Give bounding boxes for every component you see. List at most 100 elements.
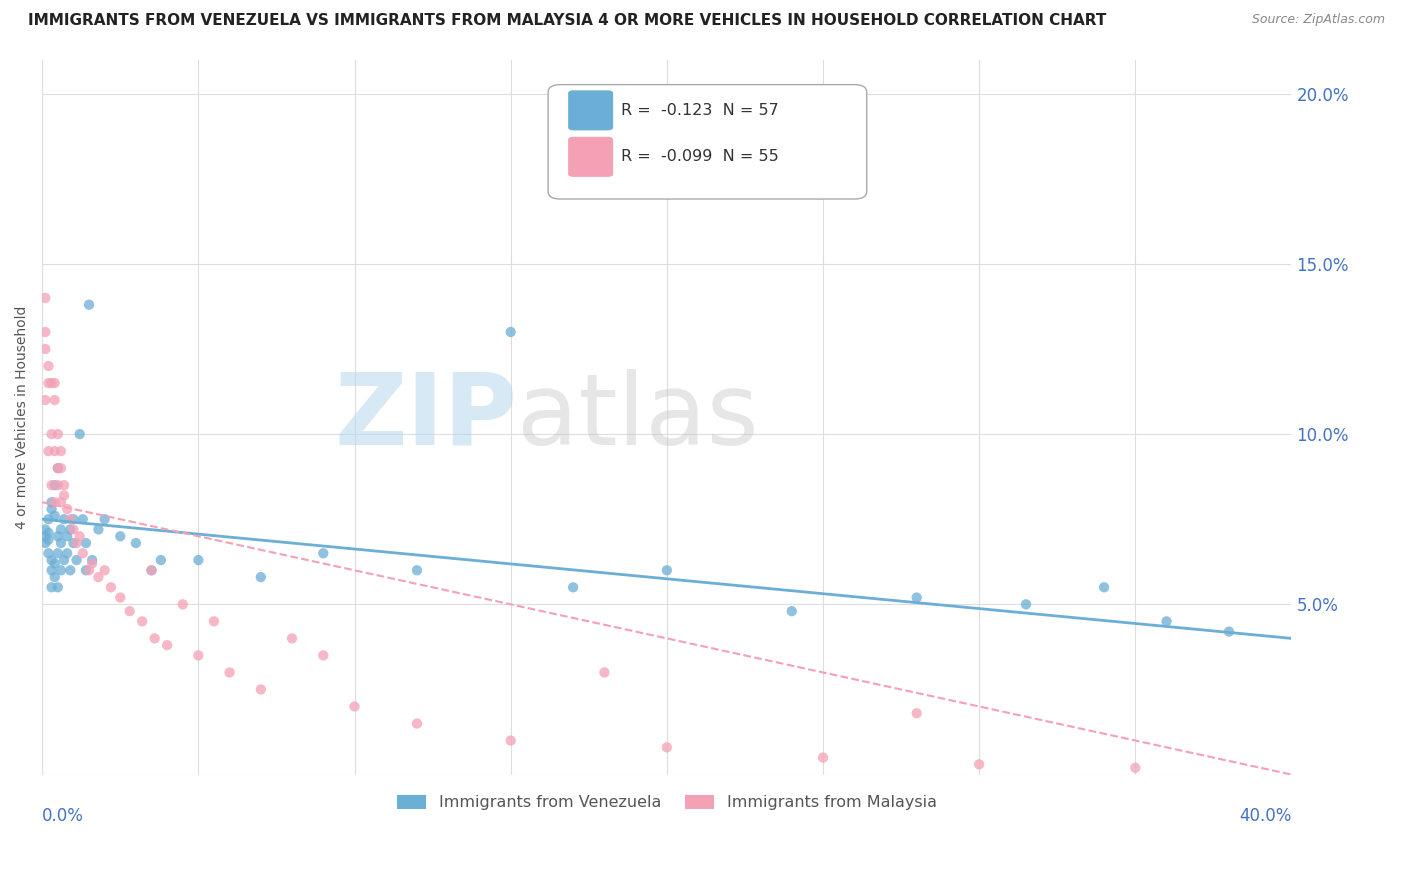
Point bbox=[37, 376, 59, 390]
Point bbox=[49, 523, 72, 537]
Text: R =  -0.099  N = 55: R = -0.099 N = 55 bbox=[620, 149, 779, 164]
Point bbox=[77, 563, 100, 577]
Point bbox=[37, 525, 59, 540]
Text: R =  -0.123  N = 57: R = -0.123 N = 57 bbox=[620, 103, 779, 118]
Point bbox=[655, 740, 678, 755]
Point bbox=[49, 536, 72, 550]
Point bbox=[281, 632, 304, 646]
Point bbox=[77, 298, 100, 312]
Point bbox=[34, 536, 56, 550]
FancyBboxPatch shape bbox=[568, 136, 613, 177]
Text: ZIP: ZIP bbox=[335, 368, 517, 466]
Point bbox=[125, 536, 148, 550]
Point bbox=[780, 604, 803, 618]
Point bbox=[156, 638, 179, 652]
Point bbox=[53, 488, 76, 502]
Point bbox=[49, 495, 72, 509]
Point bbox=[59, 523, 82, 537]
Point bbox=[46, 461, 69, 475]
Point bbox=[141, 563, 163, 577]
Point bbox=[44, 508, 66, 523]
Point bbox=[56, 546, 79, 560]
Text: IMMIGRANTS FROM VENEZUELA VS IMMIGRANTS FROM MALAYSIA 4 OR MORE VEHICLES IN HOUS: IMMIGRANTS FROM VENEZUELA VS IMMIGRANTS … bbox=[28, 13, 1107, 29]
Point bbox=[562, 580, 585, 594]
Point bbox=[34, 342, 56, 356]
Point bbox=[41, 502, 63, 516]
Point bbox=[46, 478, 69, 492]
Point bbox=[37, 444, 59, 458]
Point bbox=[406, 716, 429, 731]
Point bbox=[143, 632, 166, 646]
Point bbox=[149, 553, 172, 567]
Point bbox=[172, 598, 194, 612]
Point bbox=[41, 427, 63, 442]
Point bbox=[62, 536, 84, 550]
Point bbox=[65, 536, 87, 550]
Point bbox=[53, 512, 76, 526]
Point bbox=[905, 706, 928, 721]
Point bbox=[65, 553, 87, 567]
Point bbox=[46, 580, 69, 594]
Text: Source: ZipAtlas.com: Source: ZipAtlas.com bbox=[1251, 13, 1385, 27]
Point bbox=[56, 502, 79, 516]
Point bbox=[250, 682, 273, 697]
Point bbox=[53, 553, 76, 567]
Point bbox=[82, 553, 104, 567]
Point bbox=[593, 665, 616, 680]
Point bbox=[655, 563, 678, 577]
Point bbox=[41, 563, 63, 577]
Point bbox=[312, 546, 335, 560]
Point bbox=[69, 427, 91, 442]
Point bbox=[44, 557, 66, 571]
Point bbox=[141, 563, 163, 577]
Point bbox=[34, 523, 56, 537]
Point bbox=[82, 557, 104, 571]
Point bbox=[44, 478, 66, 492]
Point bbox=[1123, 761, 1146, 775]
Point bbox=[44, 376, 66, 390]
Point bbox=[343, 699, 366, 714]
Point bbox=[1156, 615, 1178, 629]
Point bbox=[44, 393, 66, 408]
Point bbox=[46, 461, 69, 475]
Point bbox=[967, 757, 990, 772]
Point bbox=[44, 444, 66, 458]
Point bbox=[41, 553, 63, 567]
Point bbox=[37, 359, 59, 373]
Point bbox=[37, 533, 59, 547]
Point bbox=[87, 570, 110, 584]
Point bbox=[100, 580, 122, 594]
Point bbox=[37, 546, 59, 560]
Point bbox=[93, 512, 115, 526]
Point bbox=[499, 733, 522, 747]
Point bbox=[1218, 624, 1240, 639]
Point bbox=[49, 461, 72, 475]
Point bbox=[34, 529, 56, 543]
Point bbox=[62, 523, 84, 537]
Point bbox=[406, 563, 429, 577]
Point bbox=[69, 529, 91, 543]
Point bbox=[87, 523, 110, 537]
Point bbox=[62, 512, 84, 526]
Point bbox=[118, 604, 141, 618]
Point bbox=[34, 291, 56, 305]
Point bbox=[49, 563, 72, 577]
Point bbox=[41, 478, 63, 492]
Point bbox=[46, 529, 69, 543]
Point bbox=[41, 495, 63, 509]
Point bbox=[312, 648, 335, 663]
Point bbox=[75, 563, 97, 577]
Point bbox=[59, 563, 82, 577]
Point bbox=[110, 591, 132, 605]
Point bbox=[56, 529, 79, 543]
Point bbox=[34, 393, 56, 408]
Point bbox=[110, 529, 132, 543]
Point bbox=[499, 325, 522, 339]
Point bbox=[46, 546, 69, 560]
Point bbox=[53, 478, 76, 492]
Y-axis label: 4 or more Vehicles in Household: 4 or more Vehicles in Household bbox=[15, 305, 30, 529]
Point bbox=[49, 444, 72, 458]
Point bbox=[93, 563, 115, 577]
Text: atlas: atlas bbox=[517, 368, 759, 466]
Point bbox=[44, 570, 66, 584]
